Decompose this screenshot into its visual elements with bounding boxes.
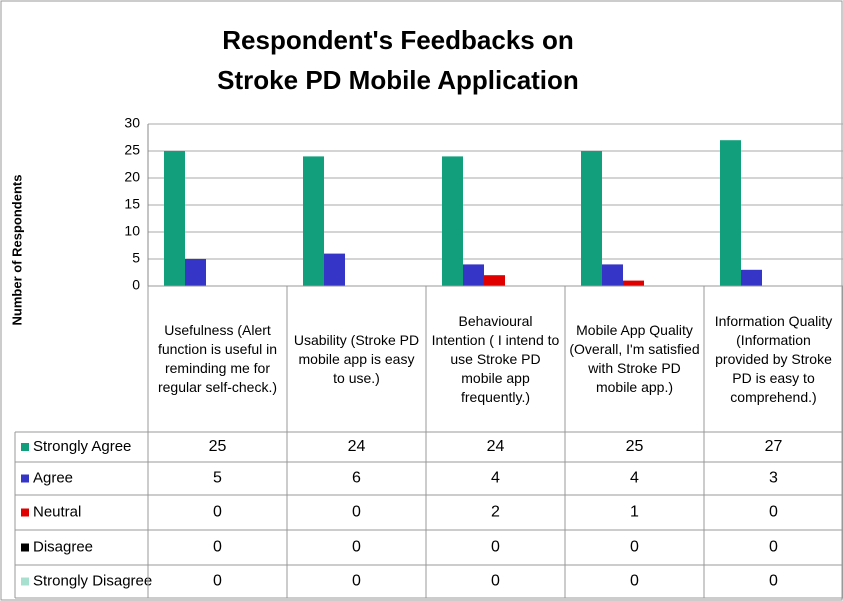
legend-swatch <box>21 577 29 586</box>
table-cell: 3 <box>769 470 778 487</box>
chart-title: Respondent's Feedbacks on <box>222 25 573 55</box>
table-cell: 25 <box>209 438 227 455</box>
legend-swatch <box>21 508 29 517</box>
bar <box>303 156 324 286</box>
y-tick-label: 20 <box>124 169 140 185</box>
table-cell: 0 <box>213 573 222 590</box>
x-tick-label: Behavioural Intention ( I intend to use … <box>431 312 560 405</box>
legend-label: Agree <box>33 469 73 486</box>
table-cell: 0 <box>352 573 361 590</box>
legend-label: Strongly Agree <box>33 438 131 455</box>
bar <box>442 156 463 286</box>
bar <box>164 151 185 286</box>
legend-label: Disagree <box>33 538 93 555</box>
table-cell: 0 <box>352 539 361 556</box>
bar <box>581 151 602 286</box>
legend-swatch <box>21 474 29 483</box>
table-cell: 0 <box>491 539 500 556</box>
y-axis-label: Number of Respondents <box>9 175 24 326</box>
table-cell: 4 <box>491 470 500 487</box>
y-tick-label: 15 <box>124 196 140 212</box>
bar <box>463 264 484 286</box>
bar <box>741 269 762 286</box>
table-cell: 2 <box>491 504 500 521</box>
bar <box>185 259 206 286</box>
y-tick-label: 30 <box>124 115 140 131</box>
table-cell: 0 <box>769 504 778 521</box>
table-cell: 0 <box>491 573 500 590</box>
table-cell: 4 <box>630 470 639 487</box>
table-cell: 25 <box>626 438 644 455</box>
table-cell: 0 <box>213 504 222 521</box>
x-tick-label: Information Quality (Information provide… <box>714 312 833 405</box>
legend-label: Neutral <box>33 503 81 520</box>
x-tick-label: Usefulness (Alert function is useful in … <box>157 322 278 395</box>
x-tick-label: Usability (Stroke PD mobile app is easy … <box>293 331 420 386</box>
legend-swatch <box>21 543 29 552</box>
bar <box>602 264 623 286</box>
table-cell: 0 <box>630 539 639 556</box>
chart-subtitle: Stroke PD Mobile Application <box>217 65 579 95</box>
table-cell: 24 <box>348 438 366 455</box>
bar <box>623 280 644 286</box>
legend-label: Strongly Disagree <box>33 572 152 589</box>
table-cell: 24 <box>487 438 505 455</box>
table-cell: 0 <box>769 539 778 556</box>
bar <box>720 140 741 286</box>
table-cell: 0 <box>213 539 222 556</box>
y-tick-label: 10 <box>124 223 140 239</box>
y-tick-label: 0 <box>132 277 140 293</box>
y-tick-label: 25 <box>124 142 140 158</box>
table-cell: 0 <box>352 504 361 521</box>
x-tick-label: Mobile App Quality (Overall, I'm satisfi… <box>569 322 700 395</box>
table-cell: 5 <box>213 470 222 487</box>
y-tick-label: 5 <box>132 250 140 266</box>
table-cell: 0 <box>769 573 778 590</box>
table-cell: 1 <box>630 504 639 521</box>
legend-swatch <box>21 443 29 451</box>
table-cell: 0 <box>630 573 639 590</box>
table-cell: 27 <box>765 438 783 455</box>
bar <box>324 253 345 286</box>
bar <box>484 275 505 286</box>
table-cell: 6 <box>352 470 361 487</box>
